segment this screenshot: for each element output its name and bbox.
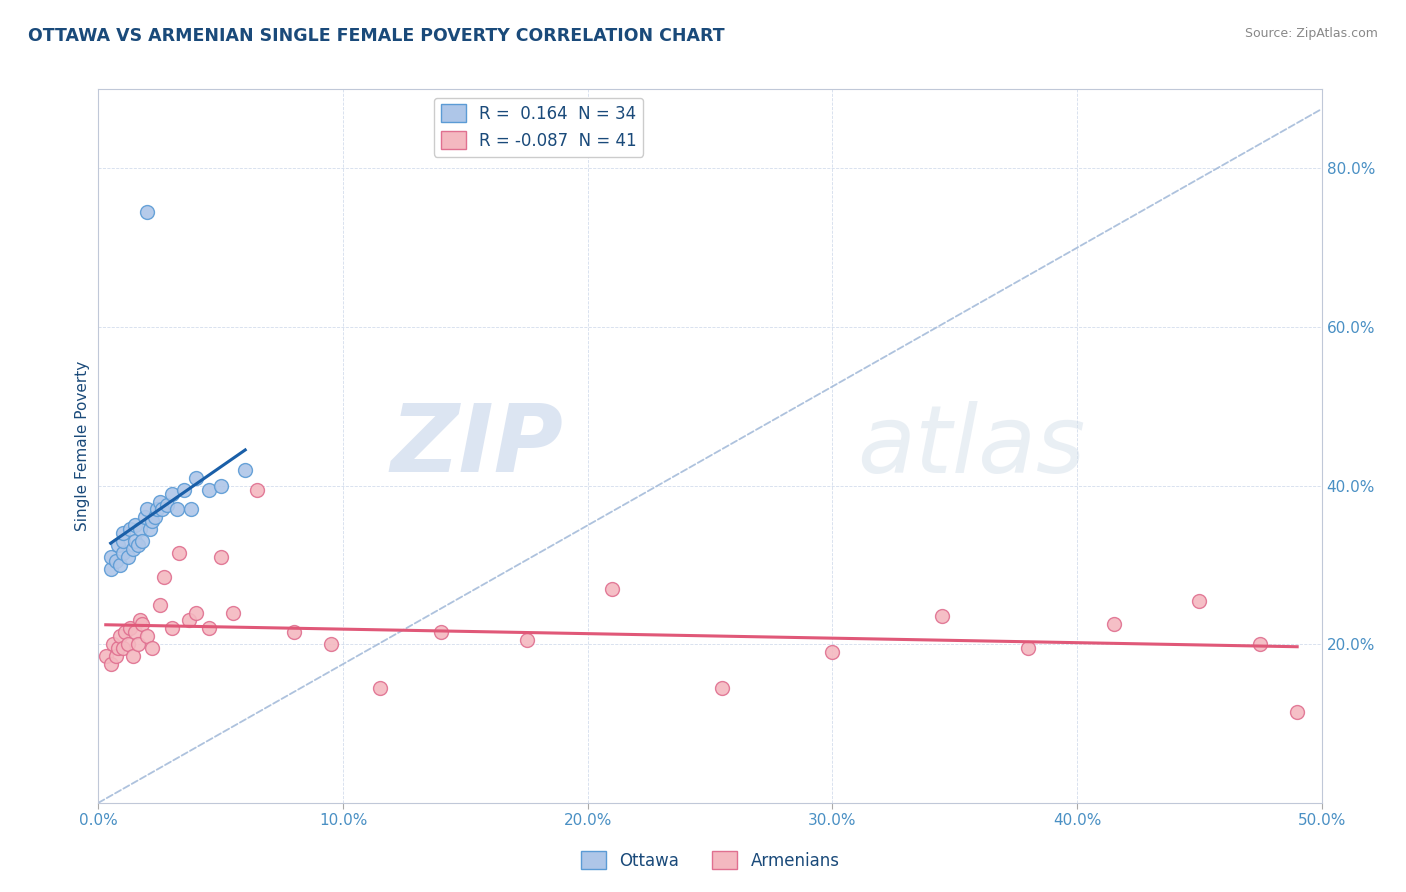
Point: [110, 558, 132, 572]
Point: [1188, 593, 1211, 607]
Point: [134, 510, 156, 524]
Point: [180, 502, 202, 516]
Point: [160, 486, 183, 500]
Point: [166, 502, 188, 516]
Text: atlas: atlas: [856, 401, 1085, 491]
Point: [117, 549, 139, 564]
Point: [246, 483, 269, 497]
Point: [1249, 637, 1271, 651]
Point: [131, 617, 153, 632]
Point: [136, 629, 159, 643]
Point: [111, 641, 134, 656]
Point: [711, 681, 734, 695]
Point: [121, 542, 143, 557]
Point: [136, 205, 159, 219]
Point: [111, 546, 134, 560]
Point: [1017, 641, 1039, 656]
Point: [94, 649, 117, 664]
Text: ZIP: ZIP: [391, 400, 564, 492]
Point: [209, 478, 232, 492]
Point: [121, 649, 143, 664]
Point: [124, 625, 146, 640]
Point: [100, 562, 122, 576]
Point: [186, 471, 208, 485]
Point: [173, 483, 195, 497]
Point: [104, 649, 127, 664]
Point: [100, 549, 122, 564]
Point: [141, 514, 163, 528]
Point: [136, 502, 159, 516]
Point: [177, 614, 200, 628]
Point: [1286, 705, 1309, 719]
Point: [197, 483, 219, 497]
Point: [143, 510, 166, 524]
Point: [111, 526, 134, 541]
Point: [222, 606, 245, 620]
Point: [110, 629, 132, 643]
Point: [931, 609, 953, 624]
Point: [139, 522, 162, 536]
Point: [124, 534, 146, 549]
Point: [107, 641, 129, 656]
Point: [233, 463, 256, 477]
Point: [117, 637, 139, 651]
Text: Source: ZipAtlas.com: Source: ZipAtlas.com: [1244, 27, 1378, 40]
Y-axis label: Single Female Poverty: Single Female Poverty: [75, 361, 90, 531]
Point: [127, 637, 149, 651]
Point: [167, 546, 190, 560]
Point: [209, 549, 232, 564]
Point: [127, 538, 149, 552]
Point: [107, 538, 129, 552]
Point: [283, 625, 305, 640]
Point: [146, 502, 169, 516]
Point: [149, 494, 172, 508]
Point: [120, 621, 142, 635]
Point: [186, 606, 208, 620]
Point: [160, 621, 183, 635]
Point: [129, 614, 152, 628]
Point: [129, 522, 152, 536]
Point: [114, 625, 136, 640]
Point: [153, 570, 176, 584]
Point: [100, 657, 122, 671]
Point: [141, 641, 163, 656]
Point: [131, 534, 153, 549]
Point: [149, 598, 172, 612]
Point: [319, 637, 342, 651]
Point: [111, 534, 134, 549]
Text: OTTAWA VS ARMENIAN SINGLE FEMALE POVERTY CORRELATION CHART: OTTAWA VS ARMENIAN SINGLE FEMALE POVERTY…: [28, 27, 724, 45]
Point: [150, 502, 173, 516]
Point: [821, 645, 844, 659]
Point: [101, 637, 124, 651]
Point: [156, 499, 179, 513]
Legend: Ottawa, Armenians: Ottawa, Armenians: [574, 845, 846, 877]
Point: [515, 633, 537, 648]
Point: [1102, 617, 1125, 632]
Point: [368, 681, 391, 695]
Point: [120, 522, 142, 536]
Point: [430, 625, 453, 640]
Point: [197, 621, 219, 635]
Point: [124, 518, 146, 533]
Point: [104, 554, 127, 568]
Point: [600, 582, 623, 596]
